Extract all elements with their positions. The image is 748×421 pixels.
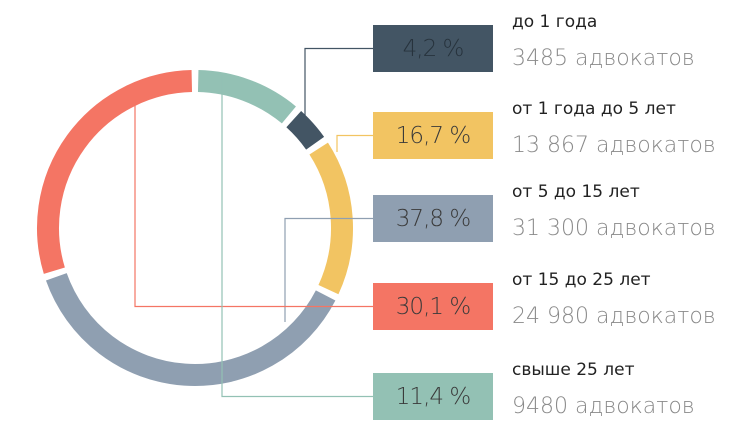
detail-label: 13 867 адвокатов bbox=[512, 133, 716, 158]
connector bbox=[134, 100, 373, 308]
category-label: свыше 25 лет bbox=[512, 360, 635, 380]
value-box bbox=[373, 195, 493, 242]
category-label: до 1 года bbox=[512, 12, 597, 32]
category-label: от 15 до 25 лет bbox=[512, 270, 651, 290]
donut-segment bbox=[309, 142, 353, 295]
detail-label: 24 980 адвокатов bbox=[512, 304, 716, 329]
donut-segment bbox=[286, 110, 325, 150]
value-box bbox=[373, 373, 493, 420]
connector bbox=[336, 134, 373, 152]
value-label: 30,1 % bbox=[396, 294, 471, 320]
value-label: 4,2 % bbox=[403, 36, 464, 62]
detail-label: 31 300 адвокатов bbox=[512, 216, 716, 241]
value-label: 37,8 % bbox=[396, 206, 471, 232]
connector bbox=[304, 47, 373, 118]
value-box bbox=[373, 25, 493, 72]
category-label: от 1 года до 5 лет bbox=[512, 99, 676, 119]
value-box bbox=[373, 283, 493, 330]
donut-segment bbox=[37, 70, 193, 274]
donut-segment bbox=[45, 273, 336, 386]
donut-segment bbox=[197, 70, 296, 124]
category-label: от 5 до 15 лет bbox=[512, 182, 640, 202]
connector bbox=[221, 75, 373, 398]
value-label: 11,4 % bbox=[396, 384, 471, 410]
detail-label: 3485 адвокатов bbox=[512, 46, 695, 71]
value-label: 16,7 % bbox=[396, 123, 471, 149]
value-box bbox=[373, 112, 493, 159]
detail-label: 9480 адвокатов bbox=[512, 394, 695, 419]
connector bbox=[284, 217, 373, 322]
